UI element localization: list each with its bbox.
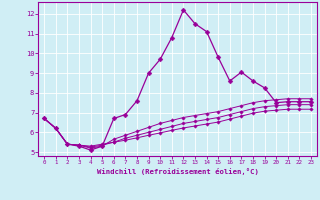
X-axis label: Windchill (Refroidissement éolien,°C): Windchill (Refroidissement éolien,°C) xyxy=(97,168,259,175)
